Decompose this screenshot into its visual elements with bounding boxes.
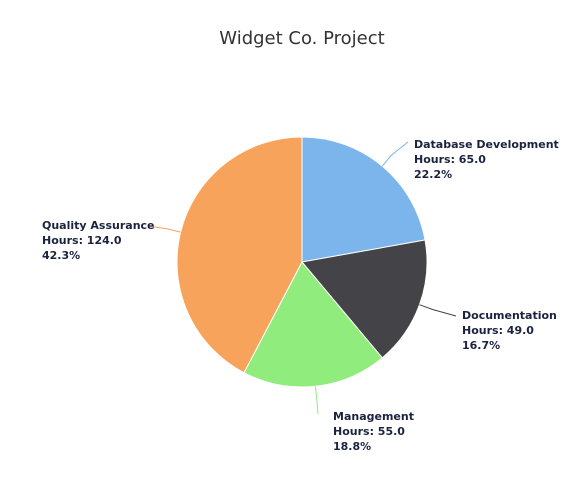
data-label-quality-assurance: Quality Assurance Hours: 124.0 42.3% [42, 219, 155, 262]
data-label-documentation: Documentation Hours: 49.0 16.7% [462, 309, 557, 352]
pie-slice-database-development[interactable] [301, 136, 426, 263]
chart-title: Widget Co. Project [219, 28, 384, 49]
connector-quality-assurance [147, 225, 181, 233]
label-percent: 22.2% [414, 168, 452, 181]
label-percent: 16.7% [462, 339, 500, 352]
label-value: Hours: 49.0 [462, 324, 534, 337]
label-name: Management [333, 410, 414, 423]
data-label-database-development: Database Development Hours: 65.0 22.2% [414, 138, 559, 181]
label-name: Database Development [414, 138, 559, 151]
connector-management [314, 386, 319, 415]
labels-group: Database Development Hours: 65.0 22.2% Docu… [42, 138, 559, 453]
label-value: Hours: 65.0 [414, 153, 486, 166]
label-percent: 42.3% [42, 249, 80, 262]
label-value: Hours: 55.0 [333, 425, 405, 438]
label-percent: 18.8% [333, 440, 371, 453]
data-label-management: Management Hours: 55.0 18.8% [333, 410, 414, 453]
pie-slice-management[interactable] [243, 261, 383, 388]
connector-database-development [381, 141, 409, 167]
label-name: Documentation [462, 309, 557, 322]
connectors-group [147, 141, 457, 415]
slices-group [176, 136, 428, 388]
pie-slice-documentation[interactable] [301, 239, 428, 359]
label-name: Quality Assurance [42, 219, 155, 232]
connector-documentation [419, 304, 457, 317]
label-value: Hours: 124.0 [42, 234, 122, 247]
